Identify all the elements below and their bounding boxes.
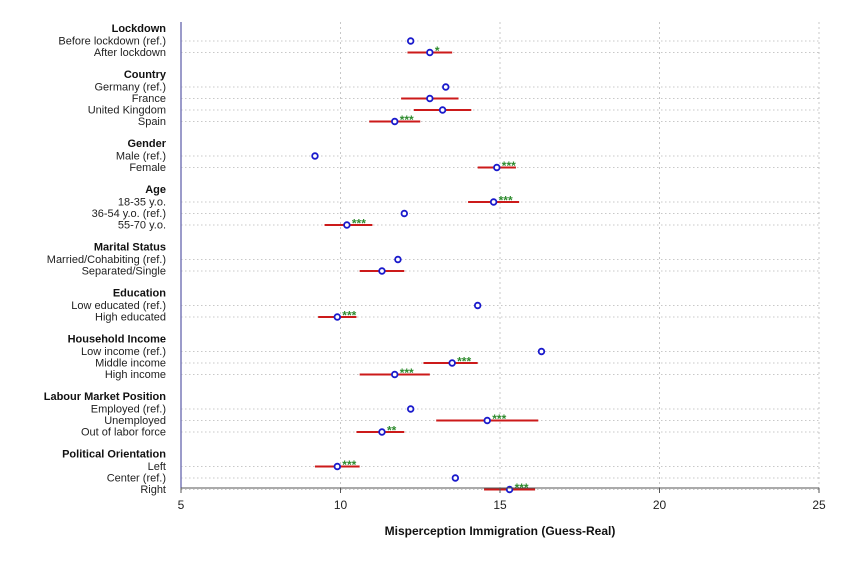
group-header: Labour Market Position — [44, 391, 167, 403]
row-label: Before lockdown (ref.) — [58, 36, 166, 48]
row-label: Male (ref.) — [116, 151, 166, 163]
point-estimate — [426, 48, 434, 57]
significance-stars: *** — [400, 113, 414, 127]
row-label: Married/Cohabiting (ref.) — [47, 254, 166, 266]
point-estimate — [442, 83, 450, 91]
significance-stars: * — [435, 44, 440, 58]
group-header: Age — [145, 184, 166, 196]
row-label: Employed (ref.) — [91, 404, 166, 416]
group-header: Marital Status — [94, 242, 166, 254]
point-estimate — [400, 209, 408, 218]
point-estimate — [537, 347, 546, 356]
row-label: Separated/Single — [82, 266, 166, 278]
point-estimate — [448, 359, 456, 367]
significance-stars: *** — [457, 355, 471, 369]
point-estimate — [343, 221, 351, 229]
x-tick-label: 5 — [178, 498, 185, 512]
row-label: 18-35 y.o. — [118, 197, 166, 209]
row-label: United Kingdom — [88, 105, 166, 117]
point-estimate — [489, 198, 498, 206]
group-header: Political Orientation — [62, 449, 166, 461]
row-label: Unemployed — [104, 415, 166, 427]
row-label: Right — [140, 484, 166, 496]
x-tick-label: 10 — [334, 498, 348, 512]
point-estimate — [333, 462, 342, 471]
row-label: Left — [148, 461, 166, 473]
significance-stars: *** — [342, 309, 356, 323]
point-estimate — [391, 370, 399, 379]
point-estimate — [406, 405, 415, 413]
significance-stars: ** — [387, 424, 397, 438]
point-estimate — [406, 37, 415, 45]
x-axis-title: Misperception Immigration (Guess-Real) — [385, 524, 616, 538]
point-estimate — [378, 428, 386, 436]
point-estimate — [438, 106, 447, 114]
significance-stars: *** — [352, 217, 366, 231]
group-header: Country — [124, 69, 167, 81]
significance-stars: *** — [400, 366, 414, 380]
row-label: Out of labor force — [81, 427, 166, 439]
row-label: 36-54 y.o. (ref.) — [92, 208, 166, 220]
point-estimate — [378, 267, 386, 275]
row-label: High educated — [95, 312, 166, 324]
plot-marks: ********************************* — [311, 37, 546, 495]
row-label: Female — [129, 162, 166, 174]
point-estimate — [426, 94, 434, 103]
row-label: Low income (ref.) — [81, 346, 166, 358]
point-estimate — [333, 313, 342, 321]
point-estimate — [391, 117, 399, 126]
point-estimate — [311, 152, 319, 160]
point-estimate — [394, 255, 402, 264]
x-tick-label: 20 — [653, 498, 667, 512]
significance-stars: *** — [499, 194, 513, 208]
group-header: Gender — [127, 138, 166, 150]
row-label: High income — [105, 369, 166, 381]
significance-stars: *** — [342, 458, 356, 472]
axes: 5 10 15 20 25 — [178, 22, 826, 512]
row-label: Middle income — [95, 358, 166, 370]
x-tick-label: 25 — [812, 498, 826, 512]
point-estimate — [451, 474, 460, 482]
x-tick-label: 15 — [493, 498, 507, 512]
row-label: Center (ref.) — [107, 473, 166, 485]
significance-stars: *** — [492, 412, 506, 426]
group-header: Household Income — [68, 334, 166, 346]
row-label: Low educated (ref.) — [71, 300, 166, 312]
point-estimate — [483, 416, 491, 425]
point-estimate — [473, 301, 482, 310]
row-label: France — [132, 93, 166, 105]
row-label: Germany (ref.) — [94, 82, 166, 94]
group-header: Lockdown — [112, 23, 167, 35]
row-label: 55-70 y.o. — [118, 220, 166, 232]
row-label: After lockdown — [94, 47, 166, 59]
point-estimate — [493, 163, 501, 172]
row-label: Spain — [138, 116, 166, 128]
significance-stars: *** — [502, 159, 516, 173]
group-header: Education — [113, 288, 166, 300]
